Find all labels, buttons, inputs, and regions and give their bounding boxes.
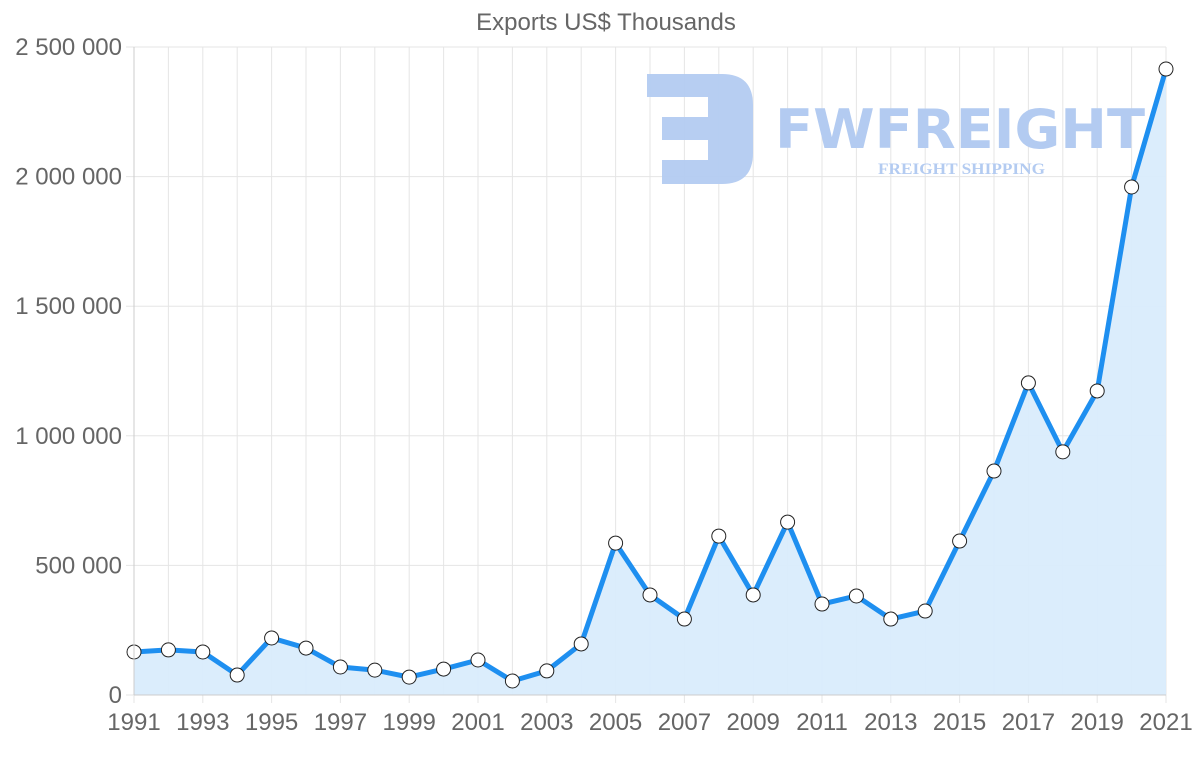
y-tick-label: 500 000: [35, 552, 122, 579]
x-tick-label: 2015: [933, 709, 986, 736]
x-tick-label: 2003: [520, 709, 573, 736]
data-point-2017[interactable]: [1020, 375, 1036, 391]
data-point-2000[interactable]: [436, 661, 452, 677]
data-point-2010[interactable]: [780, 514, 796, 530]
data-point-2018[interactable]: [1055, 444, 1071, 460]
area-path: [134, 69, 1166, 696]
data-point-1992[interactable]: [160, 642, 176, 658]
area-fill: [134, 69, 1166, 696]
data-point-2021[interactable]: [1158, 61, 1174, 77]
x-tick-label: 1995: [245, 709, 298, 736]
fwfreight-watermark: FWFREIGHT FREIGHT SHIPPING: [647, 74, 1145, 184]
data-point-1996[interactable]: [298, 640, 314, 656]
x-tick-label: 1999: [383, 709, 436, 736]
data-point-2005[interactable]: [608, 535, 624, 551]
data-point-2019[interactable]: [1089, 383, 1105, 399]
x-tick-label: 1997: [314, 709, 367, 736]
data-point-2016[interactable]: [986, 463, 1002, 479]
chart-title: Exports US$ Thousands: [476, 9, 736, 36]
data-point-2015[interactable]: [952, 533, 968, 549]
data-point-1993[interactable]: [195, 644, 211, 660]
data-point-2008[interactable]: [711, 528, 727, 544]
fwfreight-logo-icon: [647, 74, 753, 184]
data-point-1997[interactable]: [332, 659, 348, 675]
watermark-brand: FWFREIGHT: [775, 98, 1145, 161]
x-tick-label: 1993: [176, 709, 229, 736]
data-point-1995[interactable]: [264, 630, 280, 646]
y-axis-labels: 0 500 000 1 000 000 1 500 000 2 000 000 2 500…: [15, 34, 122, 709]
y-tick-label: 2 000 000: [15, 164, 122, 191]
data-point-2004[interactable]: [573, 636, 589, 652]
x-tick-label: 2017: [1002, 709, 1055, 736]
x-tick-label: 2005: [589, 709, 642, 736]
x-tick-label: 1991: [107, 709, 160, 736]
y-tick-label: 1 500 000: [15, 293, 122, 320]
data-point-2011[interactable]: [814, 596, 830, 612]
data-point-2006[interactable]: [642, 587, 658, 603]
y-tick-label: 2 500 000: [15, 34, 122, 61]
data-point-2013[interactable]: [883, 611, 899, 627]
x-tick-label: 2007: [658, 709, 711, 736]
data-points: [126, 61, 1174, 689]
x-tick-label: 2021: [1139, 709, 1192, 736]
data-point-2001[interactable]: [470, 652, 486, 668]
x-tick-label: 2001: [451, 709, 504, 736]
data-point-2014[interactable]: [917, 603, 933, 619]
x-tick-label: 2011: [796, 709, 848, 736]
data-point-1998[interactable]: [367, 662, 383, 678]
y-tick-label: 0: [109, 682, 122, 709]
x-tick-label: 2013: [864, 709, 917, 736]
data-point-2007[interactable]: [676, 611, 692, 627]
data-point-2020[interactable]: [1124, 179, 1140, 195]
watermark-tagline: FREIGHT SHIPPING: [878, 161, 1046, 178]
x-axis-labels: 1991 1993 1995 1997 1999 2001 2003 2005 2007 2009…: [107, 709, 1192, 736]
axes: [133, 47, 1166, 696]
grid-lines: [126, 46, 1167, 703]
x-tick-label: 2009: [727, 709, 780, 736]
data-point-2003[interactable]: [539, 663, 555, 679]
y-tick-label: 1 000 000: [15, 423, 122, 450]
data-point-1999[interactable]: [401, 669, 417, 685]
data-point-2012[interactable]: [848, 588, 864, 604]
data-point-2009[interactable]: [745, 587, 761, 603]
data-point-2002[interactable]: [504, 673, 520, 689]
x-tick-label: 2019: [1071, 709, 1124, 736]
data-point-1994[interactable]: [229, 667, 245, 683]
